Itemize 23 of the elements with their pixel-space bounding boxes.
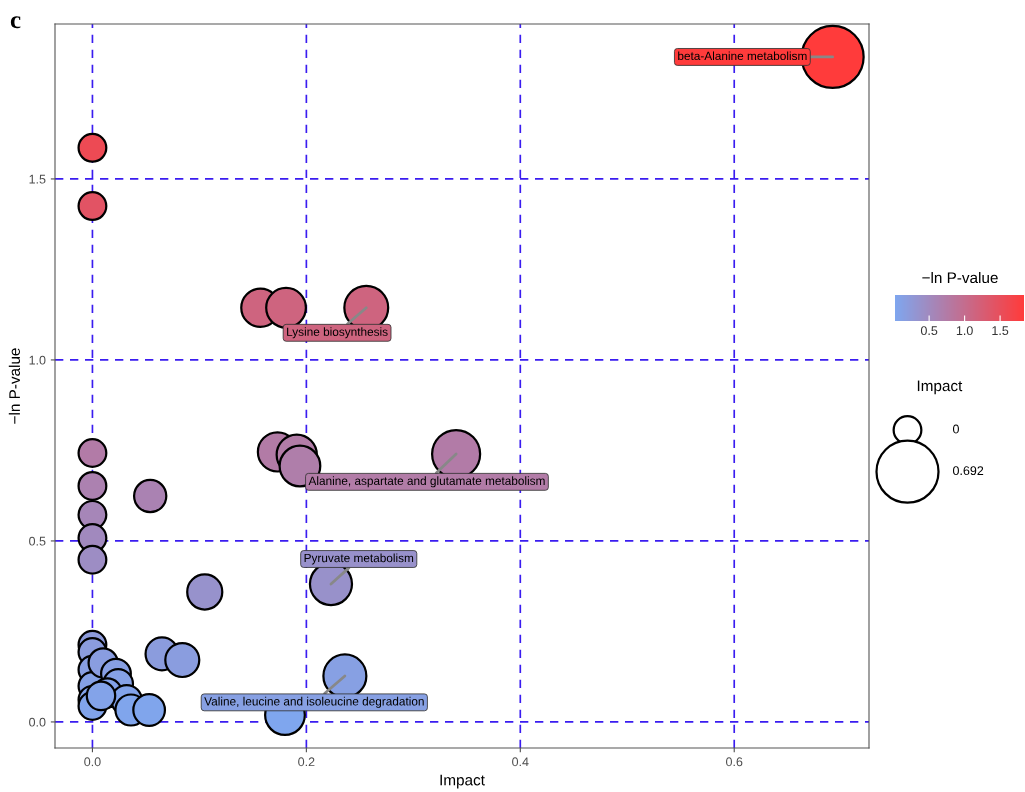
annotation: beta-Alanine metabolism [678,51,807,61]
annotation: Lysine biosynthesis [287,327,388,339]
y-axis-title: −ln P-value [8,348,21,424]
color-bar-title: −ln P-value [922,271,998,284]
x-tick-label: 0.6 [726,757,743,767]
chart-title: c [10,16,21,29]
legend-title: Impact [917,380,963,395]
x-tick-label: 0.0 [84,757,101,767]
y-tick-label: 0.5 [29,536,46,546]
x-axis-title: Impact [440,774,485,789]
y-tick-label: 1.0 [29,355,46,365]
y-tick-label: 1.5 [29,174,46,184]
annotation: Pyruvate metabolism [304,553,414,565]
legend-label: 0 [952,424,959,434]
y-tick-label: 0.0 [29,717,46,727]
color-bar-label: 0.5 [920,326,938,336]
annotation: Valine, leucine and isoleucine degradation [204,696,424,708]
x-tick-label: 0.2 [298,757,315,767]
color-bar-label: 1.5 [992,326,1009,336]
legend-label: 0.692 [952,466,984,476]
color-bar-label: 1.0 [956,326,973,336]
x-tick-label: 0.4 [512,757,529,767]
annotation: Alanine, aspartate and glutamate metabolism [308,476,545,488]
